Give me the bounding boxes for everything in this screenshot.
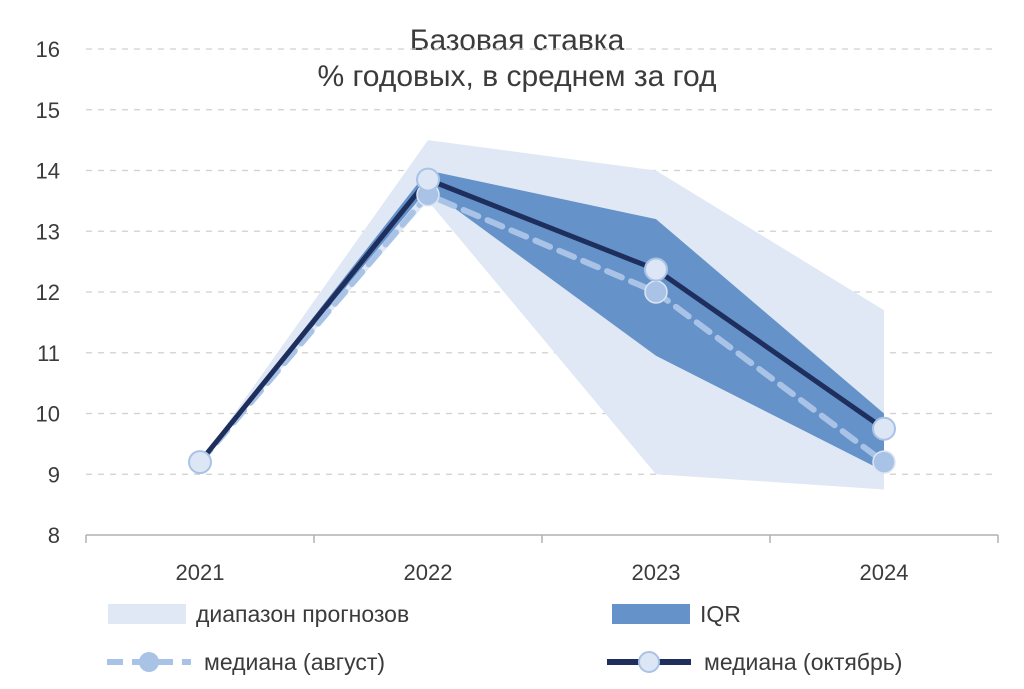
axes (85, 534, 999, 543)
point-median-august (644, 280, 668, 304)
x-tick-label: 2024 (860, 560, 909, 585)
legend-item-median-august: медиана (август) (104, 642, 385, 682)
legend-label-iqr: IQR (700, 600, 741, 627)
y-tick-label: 16 (36, 37, 60, 62)
chart-subtitle: % годовых, в среднем за год (318, 60, 717, 93)
legend-item-range: диапазон прогнозов (108, 594, 409, 634)
y-tick-label: 8 (48, 523, 60, 548)
y-tick-label: 14 (36, 159, 60, 184)
x-tick-label: 2021 (176, 560, 225, 585)
y-tick-label: 9 (48, 462, 60, 487)
tick-labels: 8 9 10 11 12 13 14 15 16 2021 2022 2023 2024 (36, 37, 909, 585)
line-median-august (197, 191, 887, 466)
chart-title: Базовая ставка (410, 24, 625, 57)
point-median-august (872, 450, 896, 474)
point-median-october (872, 416, 896, 441)
legend-item-median-october: медиана (октябрь) (604, 642, 902, 682)
legend-item-iqr: IQR (612, 594, 741, 634)
x-tick-label: 2022 (404, 560, 453, 585)
forecast-bands (200, 140, 884, 490)
y-tick-label: 11 (37, 341, 60, 366)
y-tick-label: 12 (36, 280, 60, 305)
median-series (188, 167, 896, 475)
point-median-october (644, 257, 668, 282)
line-median-october (197, 177, 887, 465)
legend-swatch-median-august (107, 652, 191, 672)
legend-swatch-median-october (607, 651, 691, 673)
legend-label-range: диапазон прогнозов (196, 600, 410, 627)
legend-label-median-august: медиана (август) (204, 648, 386, 675)
point-median-october (188, 450, 212, 475)
y-tick-label: 10 (36, 402, 60, 427)
chart-plot: Базовая ставка % годовых, в среднем за г… (36, 24, 999, 585)
y-tick-label: 15 (36, 98, 60, 123)
chart-legend: диапазон прогнозов IQR медиана (август) … (0, 592, 1024, 682)
band-forecast-range (200, 140, 884, 490)
x-tick-label: 2023 (632, 560, 681, 585)
point-median-october (416, 167, 440, 192)
band-iqr (200, 170, 884, 472)
legend-swatch-range (108, 604, 186, 624)
y-tick-label: 13 (36, 219, 60, 244)
legend-label-median-october: медиана (октябрь) (704, 648, 903, 675)
legend-swatch-iqr (612, 604, 690, 624)
